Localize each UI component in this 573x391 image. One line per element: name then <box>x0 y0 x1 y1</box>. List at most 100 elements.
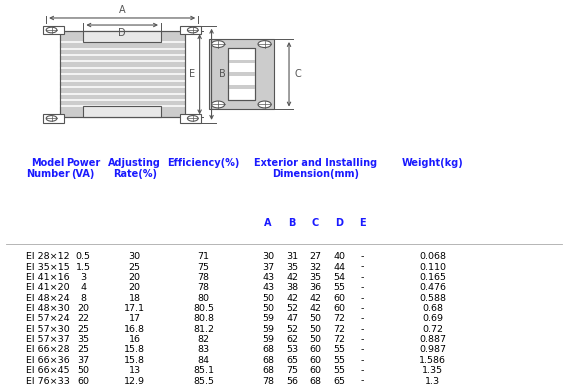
Text: 17: 17 <box>129 314 140 323</box>
Text: 85.1: 85.1 <box>193 366 214 375</box>
Text: 50: 50 <box>77 366 89 375</box>
Text: 1.3: 1.3 <box>425 377 440 386</box>
Text: 40: 40 <box>333 252 345 261</box>
Text: 78: 78 <box>198 273 209 282</box>
Text: 43: 43 <box>262 273 274 282</box>
Text: 60: 60 <box>333 294 345 303</box>
Text: 35: 35 <box>77 335 89 344</box>
Text: C: C <box>312 218 319 228</box>
Bar <box>84 106 161 117</box>
Text: 38: 38 <box>286 283 299 292</box>
Text: D: D <box>335 218 343 228</box>
Text: 16.8: 16.8 <box>124 325 145 334</box>
Bar <box>228 59 255 63</box>
Text: Exterior and Installing
Dimension(mm): Exterior and Installing Dimension(mm) <box>254 158 376 179</box>
Text: 35: 35 <box>286 263 299 272</box>
Text: -: - <box>360 345 364 354</box>
Text: 0.165: 0.165 <box>419 273 446 282</box>
Text: 1.35: 1.35 <box>422 366 443 375</box>
Text: 50: 50 <box>262 294 274 303</box>
Text: -: - <box>360 294 364 303</box>
Text: 60: 60 <box>333 304 345 313</box>
Text: 18: 18 <box>129 294 140 303</box>
Text: 52: 52 <box>286 325 298 334</box>
Text: C: C <box>295 69 302 79</box>
Text: 3: 3 <box>80 273 86 282</box>
Text: -: - <box>360 304 364 313</box>
Text: 30: 30 <box>128 252 141 261</box>
Text: 75: 75 <box>198 263 209 272</box>
Bar <box>228 48 255 100</box>
Text: D: D <box>119 28 126 38</box>
Text: 56: 56 <box>286 377 298 386</box>
Text: EI 57×37: EI 57×37 <box>26 335 69 344</box>
Text: EI 28×12: EI 28×12 <box>26 252 69 261</box>
Text: -: - <box>360 335 364 344</box>
Text: 0.588: 0.588 <box>419 294 446 303</box>
Text: 59: 59 <box>262 325 274 334</box>
Text: 72: 72 <box>333 335 345 344</box>
Text: 0.72: 0.72 <box>422 325 443 334</box>
Text: 42: 42 <box>286 294 298 303</box>
Text: 81.2: 81.2 <box>193 325 214 334</box>
Text: 32: 32 <box>309 263 321 272</box>
Bar <box>43 114 64 123</box>
Text: 0.5: 0.5 <box>76 252 91 261</box>
Text: 60: 60 <box>309 356 321 365</box>
Text: 60: 60 <box>309 366 321 375</box>
Text: 50: 50 <box>309 335 321 344</box>
Text: 80.8: 80.8 <box>193 314 214 323</box>
Text: E: E <box>189 69 195 79</box>
Text: 72: 72 <box>333 325 345 334</box>
Text: 68: 68 <box>262 366 274 375</box>
Text: Model
Number: Model Number <box>26 158 69 179</box>
Text: 55: 55 <box>333 283 345 292</box>
Text: 42: 42 <box>309 294 321 303</box>
Text: 0.110: 0.110 <box>419 263 446 272</box>
Text: 35: 35 <box>309 273 321 282</box>
Text: 65: 65 <box>286 356 298 365</box>
Text: 55: 55 <box>333 366 345 375</box>
Text: EI 66×36: EI 66×36 <box>26 356 69 365</box>
Bar <box>43 26 64 34</box>
Text: EI 48×30: EI 48×30 <box>26 304 69 313</box>
Text: 68: 68 <box>309 377 321 386</box>
Text: -: - <box>360 325 364 334</box>
Text: 20: 20 <box>129 283 140 292</box>
Text: 37: 37 <box>262 263 274 272</box>
Bar <box>180 26 201 34</box>
Text: 43: 43 <box>262 283 274 292</box>
Text: 72: 72 <box>333 314 345 323</box>
Text: 80.5: 80.5 <box>193 304 214 313</box>
Text: 84: 84 <box>198 356 209 365</box>
Text: 16: 16 <box>129 335 140 344</box>
Text: EI 48×24: EI 48×24 <box>26 294 69 303</box>
Text: 0.068: 0.068 <box>419 252 446 261</box>
Bar <box>228 85 255 89</box>
Text: 42: 42 <box>286 273 298 282</box>
Text: EI 66×28: EI 66×28 <box>26 345 69 354</box>
Text: EI 41×16: EI 41×16 <box>26 273 69 282</box>
Text: 55: 55 <box>333 345 345 354</box>
Text: B: B <box>219 69 226 79</box>
Text: 0.69: 0.69 <box>422 314 443 323</box>
Text: 8: 8 <box>80 294 86 303</box>
Text: EI 57×30: EI 57×30 <box>26 325 69 334</box>
Text: Efficiency(%): Efficiency(%) <box>167 158 240 168</box>
Bar <box>60 31 185 117</box>
Text: Weight(kg): Weight(kg) <box>402 158 464 168</box>
Text: 50: 50 <box>309 314 321 323</box>
Text: -: - <box>360 377 364 386</box>
Text: 65: 65 <box>333 377 345 386</box>
Text: 30: 30 <box>262 252 274 261</box>
Text: 50: 50 <box>262 304 274 313</box>
Text: 75: 75 <box>286 366 298 375</box>
Text: EI 57×24: EI 57×24 <box>26 314 69 323</box>
Circle shape <box>258 101 271 108</box>
Text: B: B <box>289 218 296 228</box>
Bar <box>228 48 255 100</box>
Text: 47: 47 <box>286 314 298 323</box>
Text: 20: 20 <box>77 304 89 313</box>
Text: 0.68: 0.68 <box>422 304 443 313</box>
Text: 68: 68 <box>262 345 274 354</box>
